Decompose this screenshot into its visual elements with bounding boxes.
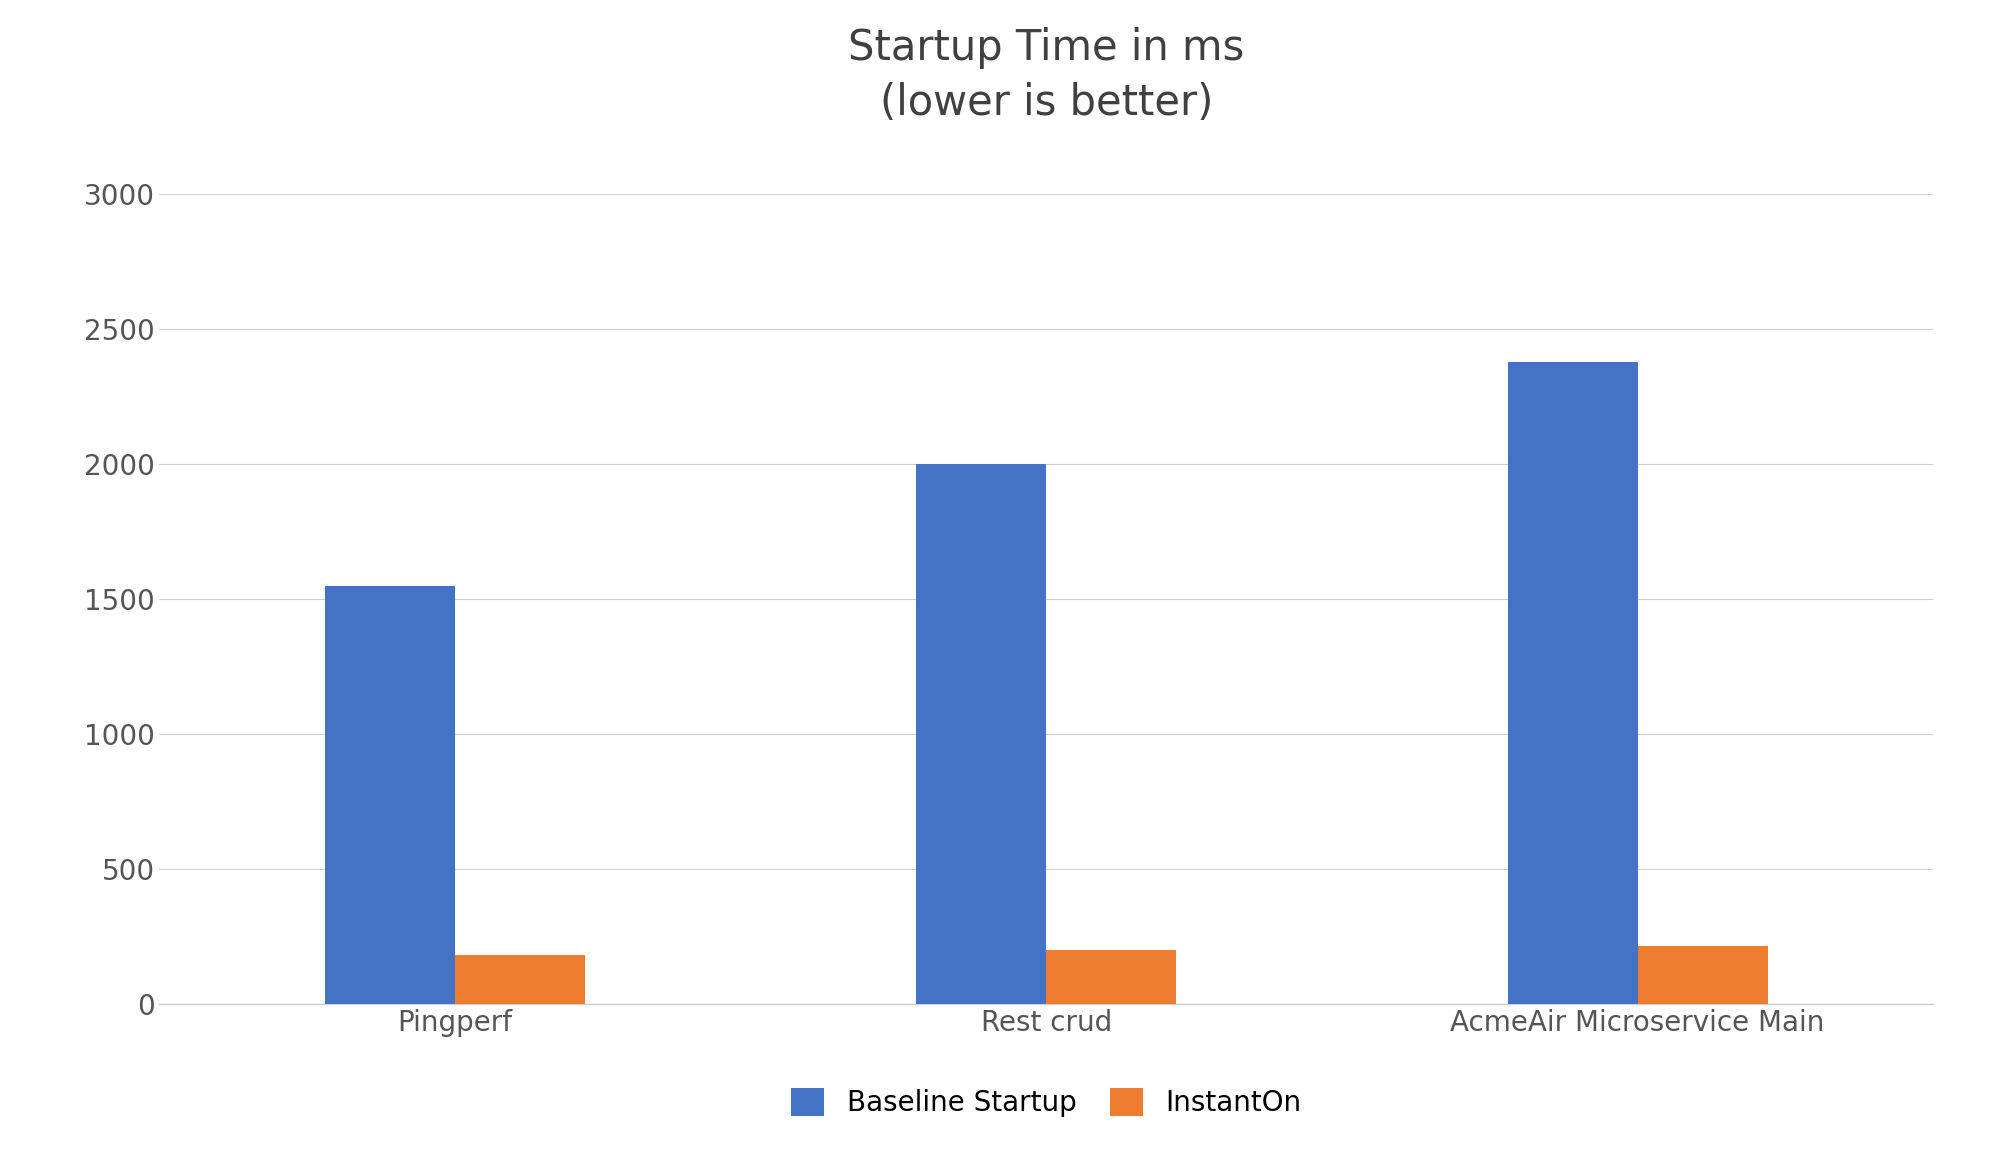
Bar: [325, 586, 454, 1004]
Bar: [1507, 362, 1638, 1004]
Bar: [1638, 946, 1768, 1004]
Title: Startup Time in ms
(lower is better): Startup Time in ms (lower is better): [849, 27, 1244, 124]
Bar: [917, 464, 1046, 1004]
Legend: Baseline Startup, InstantOn: Baseline Startup, InstantOn: [791, 1087, 1301, 1117]
Bar: [454, 954, 586, 1004]
Bar: [1046, 951, 1176, 1004]
